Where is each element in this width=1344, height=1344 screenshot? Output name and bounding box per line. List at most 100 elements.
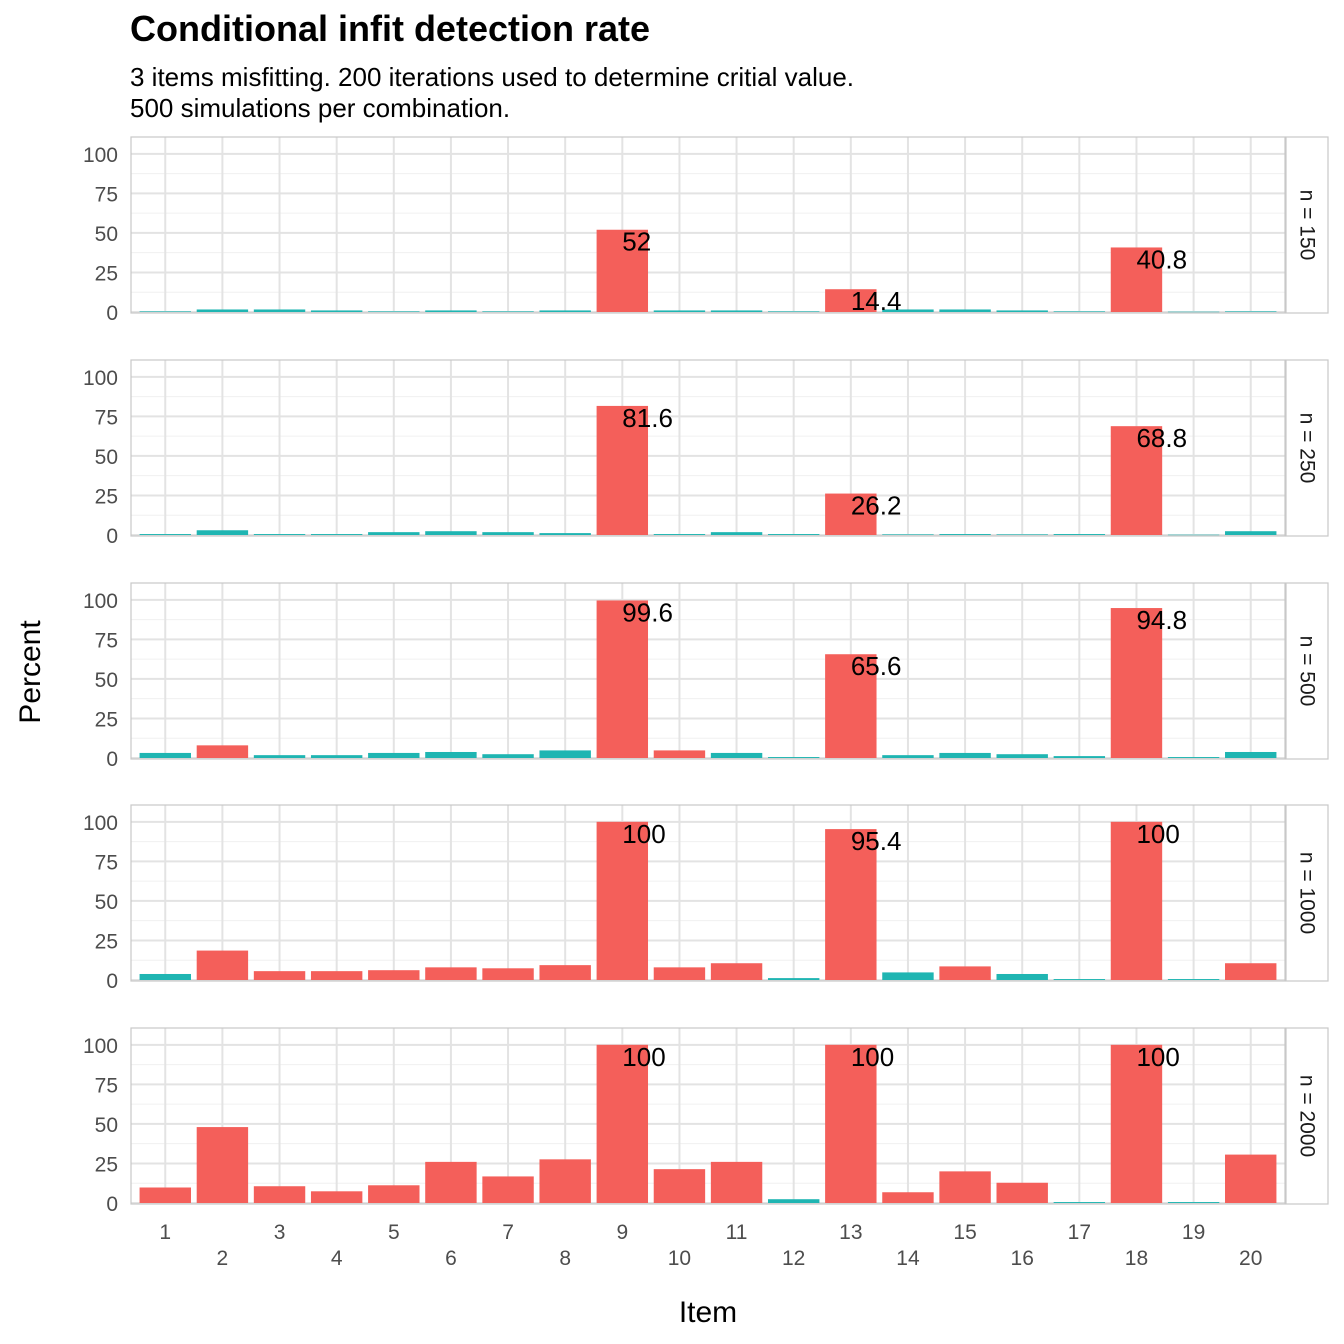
- bar: [368, 532, 420, 535]
- bar: [139, 311, 191, 312]
- facet-strip: [1285, 136, 1329, 314]
- bar: [482, 1176, 534, 1203]
- bar: [939, 966, 991, 980]
- x-tick-label: 16: [1011, 1247, 1034, 1270]
- bar: [1225, 751, 1277, 758]
- facet-strip: [1285, 359, 1329, 537]
- bar: [653, 534, 706, 535]
- x-tick-label: 9: [616, 1221, 628, 1244]
- bar: [939, 309, 991, 312]
- bar: [596, 821, 649, 980]
- facet-label: n = 250: [1296, 413, 1319, 484]
- bar: [482, 532, 534, 535]
- bar: [596, 600, 649, 758]
- bar: [767, 978, 820, 980]
- bar: [139, 1187, 191, 1203]
- bar: [825, 654, 877, 758]
- bar: [767, 757, 820, 758]
- bar: [196, 745, 249, 758]
- panel-border: [130, 359, 1286, 537]
- x-tick-label: 12: [782, 1247, 805, 1270]
- x-tick-label: 8: [559, 1247, 571, 1270]
- bar: [253, 1186, 306, 1203]
- y-tick-label: 25: [95, 708, 118, 731]
- bar: [596, 229, 649, 312]
- x-axis-title: Item: [679, 1296, 737, 1329]
- bar: [710, 532, 763, 535]
- y-tick-label: 100: [83, 812, 118, 835]
- bar: [996, 754, 1048, 758]
- data-label: 68.8: [1136, 423, 1187, 453]
- panel-border: [130, 804, 1286, 982]
- x-tick-label: 10: [668, 1247, 691, 1270]
- bar: [996, 310, 1048, 312]
- chart-subtitle-line-1: 3 items misfitting. 200 iterations used …: [130, 62, 855, 92]
- panel-border: [130, 1027, 1286, 1205]
- data-label: 94.8: [1136, 605, 1187, 635]
- y-tick-label: 0: [106, 302, 118, 325]
- bar: [310, 755, 363, 758]
- bar: [482, 968, 534, 980]
- bar: [425, 1161, 477, 1203]
- y-tick-label: 100: [83, 367, 118, 390]
- data-label: 81.6: [622, 403, 673, 433]
- bar: [996, 1182, 1048, 1203]
- bar: [882, 534, 934, 535]
- bar: [425, 967, 477, 980]
- data-label: 40.8: [1136, 244, 1187, 274]
- bar: [1053, 311, 1106, 312]
- bar: [653, 310, 706, 312]
- bar: [825, 493, 877, 535]
- x-tick-label: 17: [1068, 1221, 1091, 1244]
- bar: [1053, 979, 1106, 980]
- facet-label: n = 500: [1296, 636, 1319, 707]
- y-tick-label: 50: [95, 891, 118, 914]
- y-tick-label: 25: [95, 930, 118, 953]
- bar: [1167, 1202, 1220, 1203]
- bar: [710, 1161, 763, 1203]
- data-label: 99.6: [622, 597, 673, 627]
- bar: [253, 755, 306, 758]
- x-tick-label: 1: [159, 1221, 171, 1244]
- bar: [996, 973, 1048, 980]
- data-label: 100: [622, 819, 665, 849]
- x-tick-label: 20: [1239, 1247, 1262, 1270]
- x-tick-label: 2: [217, 1247, 229, 1270]
- bar: [539, 1159, 591, 1203]
- bar: [1167, 534, 1220, 536]
- y-tick-label: 50: [95, 223, 118, 246]
- bar: [368, 311, 420, 312]
- facet-strip: [1285, 582, 1329, 760]
- x-tick-label: 14: [896, 1247, 920, 1270]
- data-label: 95.4: [851, 826, 902, 856]
- bar: [1225, 963, 1277, 980]
- x-tick-label: 15: [953, 1221, 976, 1244]
- bar: [482, 754, 534, 758]
- bar: [939, 752, 991, 758]
- chart-title: Conditional infit detection rate: [130, 8, 650, 49]
- data-label: 100: [851, 1042, 894, 1072]
- bar: [996, 534, 1048, 535]
- bar: [939, 1171, 991, 1203]
- bar: [1225, 311, 1277, 312]
- bar: [1110, 426, 1163, 535]
- y-tick-label: 25: [95, 262, 118, 285]
- bar: [825, 829, 877, 980]
- bar: [710, 752, 763, 758]
- y-tick-label: 0: [106, 1193, 118, 1216]
- bar: [310, 310, 363, 312]
- y-tick-label: 0: [106, 525, 118, 548]
- bar: [310, 534, 363, 535]
- x-tick-label: 11: [726, 1221, 748, 1244]
- y-tick-label: 75: [95, 406, 118, 429]
- x-tick-label: 4: [331, 1247, 343, 1270]
- bar: [1053, 1202, 1106, 1203]
- bar: [539, 965, 591, 980]
- facet-strip: [1285, 804, 1329, 982]
- bar: [425, 751, 477, 758]
- y-axis-title: Percent: [14, 620, 47, 724]
- bar: [539, 310, 591, 312]
- bar: [1110, 821, 1163, 980]
- bar: [139, 973, 191, 980]
- data-label: 65.6: [851, 651, 902, 681]
